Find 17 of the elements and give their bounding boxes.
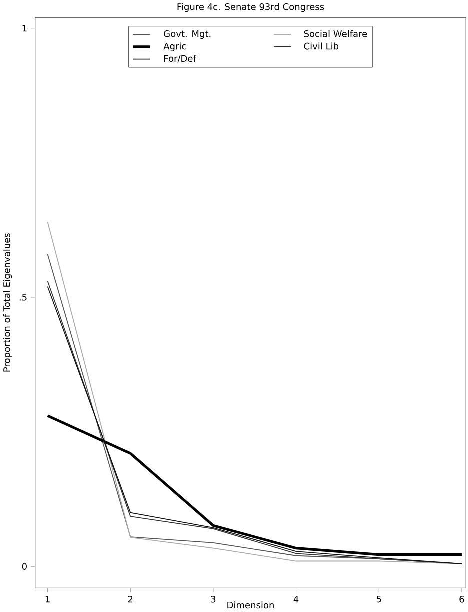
y-tick-label: .5 <box>20 294 27 301</box>
x-tick-label: 4 <box>294 596 299 603</box>
legend-label: Govt. Mgt. <box>164 30 211 40</box>
y-tick-label: 1 <box>22 25 27 32</box>
y-tick-label: 0 <box>22 563 27 570</box>
chart-title: Figure 4c. Senate 93rd Congress <box>178 3 324 12</box>
legend-label: Social Welfare <box>304 30 368 38</box>
x-tick-label: 3 <box>211 596 216 603</box>
y-axis-title: Proportion of Total Eigenvalues <box>3 234 12 372</box>
x-tick-label: 1 <box>46 596 50 603</box>
x-tick-label: 6 <box>460 596 464 603</box>
legend-label: Civil Lib <box>304 42 338 50</box>
x-tick-label: 5 <box>376 596 382 603</box>
x-axis-title: Dimension <box>228 602 274 609</box>
legend-label: Agric <box>164 42 186 52</box>
legend-label: For/Def <box>164 55 197 63</box>
x-tick-label: 2 <box>128 596 133 603</box>
